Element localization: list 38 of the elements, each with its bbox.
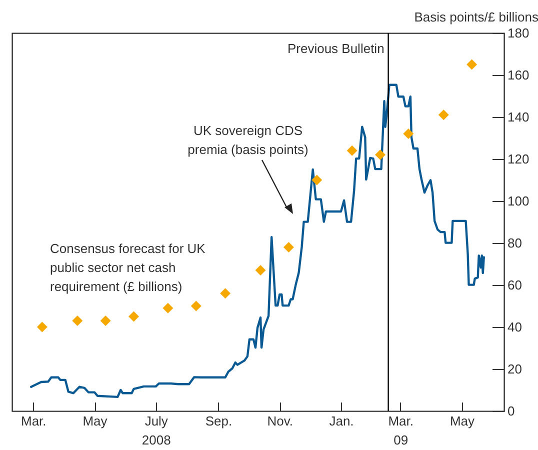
y-tick-label: 60 (508, 278, 522, 292)
x-tick-label: Mar. (20, 414, 46, 428)
point (100, 315, 111, 326)
point (312, 174, 322, 186)
point (72, 315, 83, 326)
y-tick-label: 40 (508, 320, 522, 334)
y-tick-label: 140 (508, 110, 530, 124)
x-tick-label: May (82, 414, 108, 428)
point (403, 128, 414, 140)
point (255, 265, 266, 276)
x-tick-label: Sep. (205, 414, 232, 428)
y-tick-label: 80 (508, 236, 522, 250)
series-label: Consensus forecast for UK public sector net cash requirement (£ billions) (50, 241, 206, 294)
x-tick-label: July 2008 (142, 414, 171, 448)
ref-line-label: Previous Bulletin (287, 41, 384, 56)
y-axis-title: Basis points/£ billions (414, 10, 538, 24)
line-series (30, 84, 485, 398)
point (375, 150, 386, 160)
point (162, 302, 174, 314)
y-tick-label: 120 (508, 152, 530, 166)
point (220, 288, 231, 299)
y-tick-label: 100 (508, 194, 530, 208)
x-tick-label: Nov. (267, 414, 294, 428)
y-tick-label: 0 (508, 404, 515, 418)
point (346, 145, 358, 156)
x-tick-label: Jan. (329, 414, 354, 428)
y-tick-label: 20 (508, 362, 522, 376)
point (190, 300, 202, 312)
x-tick-label: Mar. 09 (388, 414, 414, 448)
point (283, 242, 294, 252)
series-label: UK sovereign CDS premia (basis points) (188, 123, 308, 157)
point (36, 322, 48, 332)
y-tick-label: 180 (508, 26, 530, 40)
y-tick-label: 160 (508, 68, 530, 82)
x-tick-label: May (450, 414, 476, 428)
point (438, 110, 449, 120)
point (466, 59, 478, 70)
point (128, 311, 139, 322)
